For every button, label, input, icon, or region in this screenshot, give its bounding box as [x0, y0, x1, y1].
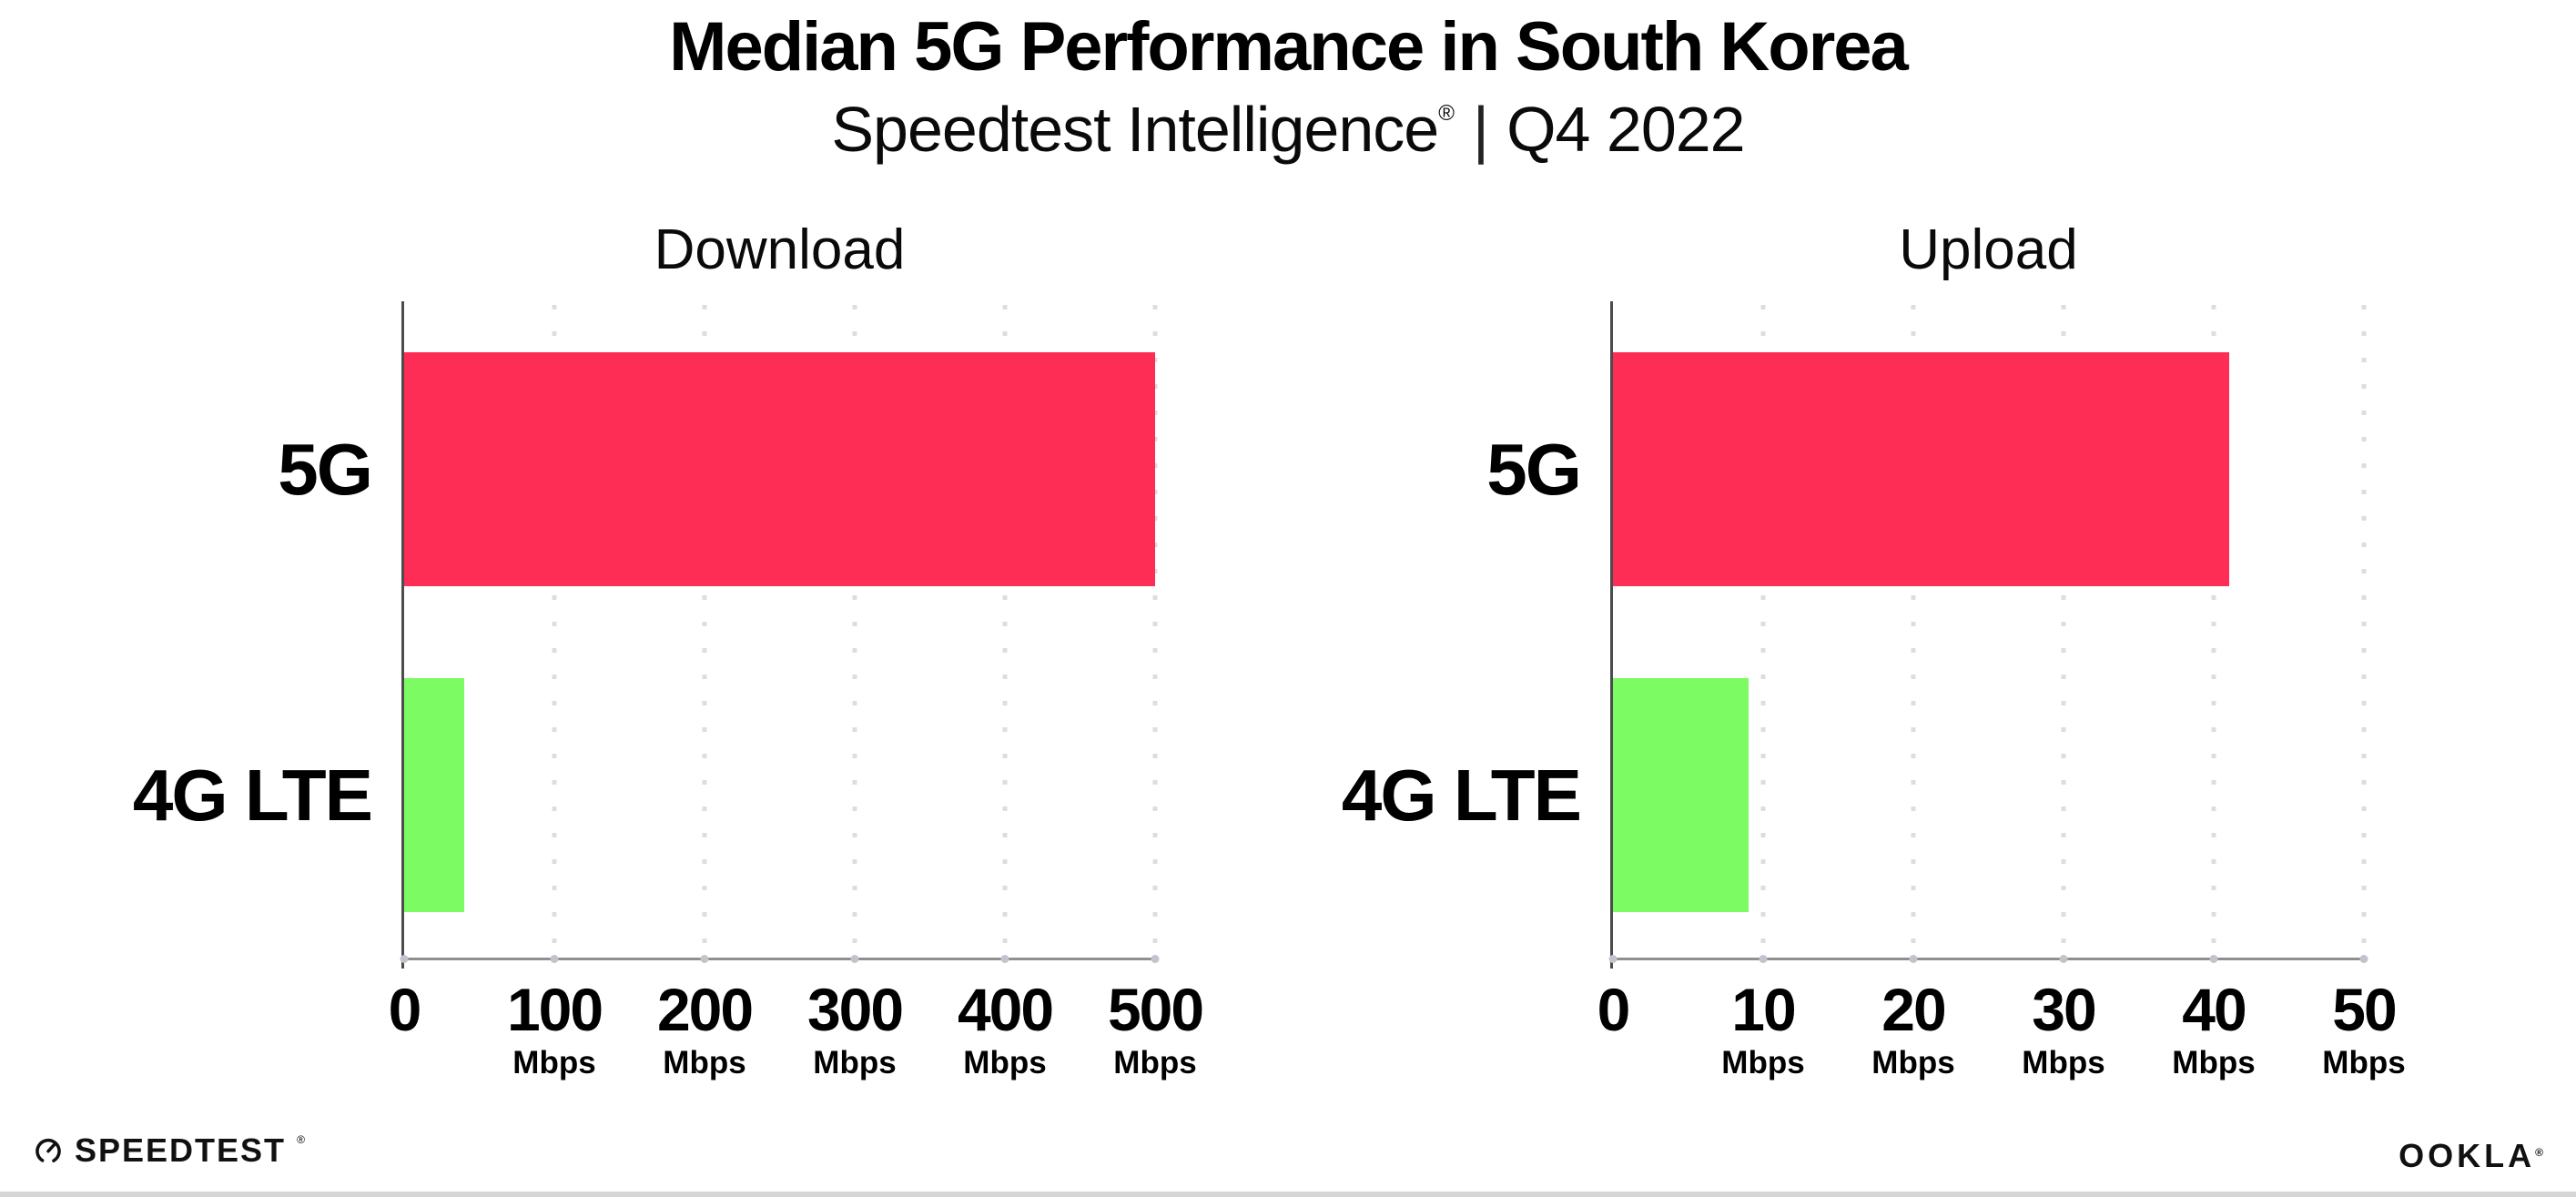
x-tick-labels-upload: 0 10 Mbps 20 Mbps 30 Mbps 40 Mbps 50 Mbp…	[1597, 976, 2406, 1089]
tick-label: 10 Mbps	[1721, 976, 1805, 1080]
tick-dot	[2359, 955, 2368, 963]
ookla-logo: OOKLA®	[2399, 1140, 2543, 1172]
tick-label: 20 Mbps	[1871, 976, 1955, 1080]
tick-label: 500 Mbps	[1107, 976, 1204, 1080]
gridline	[2361, 305, 2367, 958]
speedtest-gauge-icon	[35, 1138, 61, 1164]
tick-dot	[850, 955, 859, 963]
bar-5g-upload	[1613, 352, 2229, 586]
tick-dot	[550, 955, 559, 963]
ookla-wordmark: OOKLA	[2399, 1137, 2536, 1174]
tick-label: 200 Mbps	[656, 976, 754, 1080]
tick-label: 30 Mbps	[2022, 976, 2105, 1080]
page-subtitle: Speedtest Intelligence® | Q4 2022	[0, 91, 2576, 167]
category-label-5g-upload: 5G	[1486, 429, 1582, 510]
bar-4g-lte-upload	[1613, 678, 1749, 912]
category-label-4g-lte-upload: 4G LTE	[1341, 755, 1582, 836]
page-title: Median 5G Performance in South Korea	[669, 8, 1909, 86]
subtitle-divider: |	[1472, 94, 1489, 165]
tick-unit: Mbps	[963, 1045, 1047, 1080]
x-tick-labels-download: 0 100 Mbps 200 Mbps 300 Mbps 400 Mbps 50…	[389, 976, 1204, 1089]
tick-dot	[700, 955, 709, 963]
bar-5g-download	[404, 352, 1155, 586]
bar-4g-lte-download	[404, 678, 464, 912]
tick-dot	[1151, 955, 1160, 963]
gridline	[2061, 305, 2066, 958]
plot-area-download	[400, 301, 1160, 969]
tick-dot	[1608, 955, 1618, 963]
tick-label: 100 Mbps	[506, 976, 603, 1080]
tick-label: 0	[1597, 976, 1631, 1043]
tick-unit: Mbps	[663, 1045, 746, 1080]
gridline	[2211, 305, 2216, 958]
tick-dot	[400, 955, 409, 963]
tick-dot	[1000, 955, 1009, 963]
gridline	[702, 305, 707, 958]
tick-unit: Mbps	[1721, 1045, 1805, 1080]
trademark-icon: ®	[2535, 1146, 2543, 1159]
y-axis	[401, 301, 404, 969]
tick-unit: Mbps	[813, 1045, 897, 1080]
gridline	[1911, 305, 1916, 958]
x-axis	[1610, 958, 2365, 960]
tick-label: 50 Mbps	[2322, 976, 2406, 1080]
tick-label: 300 Mbps	[806, 976, 904, 1080]
chart-title-download: Download	[654, 218, 906, 281]
tick-dot	[1759, 955, 1768, 963]
tick-unit: Mbps	[2022, 1045, 2105, 1080]
tick-unit: Mbps	[1871, 1045, 1955, 1080]
tick-label: 0	[388, 976, 422, 1043]
y-axis	[1610, 301, 1613, 969]
tick-unit: Mbps	[2172, 1045, 2256, 1080]
speedtest-logo: SPEEDTEST ®	[33, 1131, 305, 1169]
gridline	[1760, 305, 1766, 958]
gridline	[552, 305, 557, 958]
subtitle-period: Q4 2022	[1506, 94, 1746, 165]
category-label-4g-lte-download: 4G LTE	[132, 755, 373, 836]
chart-title-upload: Upload	[1899, 218, 2078, 281]
plot-area-upload	[1608, 301, 2368, 969]
gridline	[1002, 305, 1008, 958]
tick-label: 400 Mbps	[957, 976, 1054, 1080]
tick-dot	[2059, 955, 2068, 963]
subtitle-brand: Speedtest Intelligence	[831, 94, 1439, 165]
trademark-icon: ®	[297, 1133, 305, 1146]
tick-unit: Mbps	[2322, 1045, 2406, 1080]
speedtest-wordmark: SPEEDTEST	[75, 1131, 287, 1169]
tick-unit: Mbps	[512, 1045, 596, 1080]
x-axis	[401, 958, 1156, 960]
category-label-5g-download: 5G	[278, 429, 373, 510]
registered-trademark-icon: ®	[1438, 101, 1455, 126]
gridline	[852, 305, 857, 958]
tick-dot	[2209, 955, 2218, 963]
tick-dot	[1909, 955, 1918, 963]
tick-label: 40 Mbps	[2172, 976, 2256, 1080]
tick-unit: Mbps	[1113, 1045, 1197, 1080]
bottom-strip	[0, 1192, 2576, 1197]
gridline	[1152, 305, 1158, 958]
